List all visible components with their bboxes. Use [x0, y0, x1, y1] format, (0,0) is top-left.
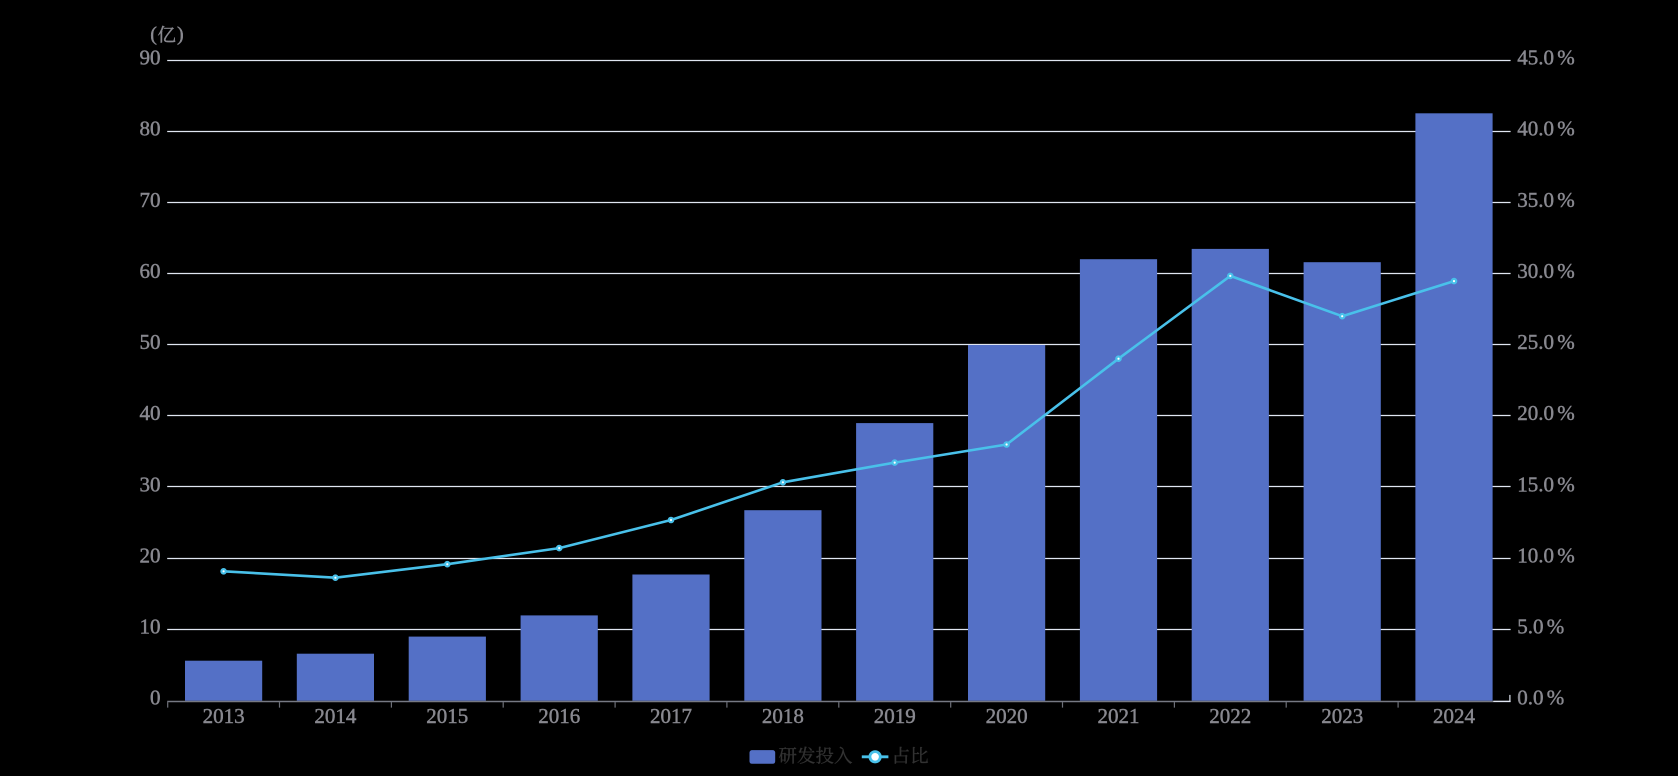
svg-text:20: 20	[140, 543, 161, 567]
svg-text:%: %	[1547, 686, 1565, 710]
svg-text:2022: 2022	[1209, 704, 1251, 728]
svg-text:2020: 2020	[986, 704, 1028, 728]
svg-text:%: %	[1557, 543, 1575, 567]
svg-text:90: 90	[140, 46, 161, 70]
svg-text:2024: 2024	[1433, 704, 1476, 728]
svg-text:10.0: 10.0	[1517, 543, 1554, 567]
svg-text:%: %	[1557, 188, 1575, 212]
svg-text:35.0: 35.0	[1517, 188, 1554, 212]
svg-text:(: (	[150, 24, 157, 46]
svg-text:%: %	[1557, 46, 1575, 70]
svg-text:%: %	[1547, 615, 1565, 639]
svg-text:30.0: 30.0	[1517, 259, 1554, 283]
svg-text:10: 10	[140, 615, 161, 639]
svg-text:): )	[177, 24, 184, 46]
svg-text:%: %	[1557, 117, 1575, 141]
svg-text:%: %	[1557, 472, 1575, 496]
svg-text:2023: 2023	[1321, 704, 1363, 728]
svg-text:20.0: 20.0	[1517, 401, 1554, 425]
svg-text:30: 30	[140, 472, 161, 496]
svg-text:40: 40	[140, 401, 161, 425]
svg-text:70: 70	[140, 188, 161, 212]
svg-text:%: %	[1557, 259, 1575, 283]
svg-text:%: %	[1557, 330, 1575, 354]
svg-text:2019: 2019	[874, 704, 916, 728]
svg-text:2021: 2021	[1098, 704, 1140, 728]
svg-text:2016: 2016	[538, 704, 580, 728]
svg-text:2015: 2015	[426, 704, 468, 728]
svg-text:0: 0	[150, 686, 161, 710]
svg-text:2013: 2013	[203, 704, 245, 728]
svg-text:50: 50	[140, 330, 161, 354]
svg-text:2018: 2018	[762, 704, 804, 728]
svg-text:80: 80	[140, 117, 161, 141]
svg-text:%: %	[1557, 401, 1575, 425]
svg-text:45.0: 45.0	[1517, 46, 1554, 70]
svg-text:40.0: 40.0	[1517, 117, 1554, 141]
svg-text:0.0: 0.0	[1517, 686, 1543, 710]
svg-text:5.0: 5.0	[1517, 615, 1543, 639]
svg-text:60: 60	[140, 259, 161, 283]
svg-text:25.0: 25.0	[1517, 330, 1554, 354]
svg-text:15.0: 15.0	[1517, 472, 1554, 496]
svg-text:2014: 2014	[314, 704, 357, 728]
svg-text:2017: 2017	[650, 704, 692, 728]
